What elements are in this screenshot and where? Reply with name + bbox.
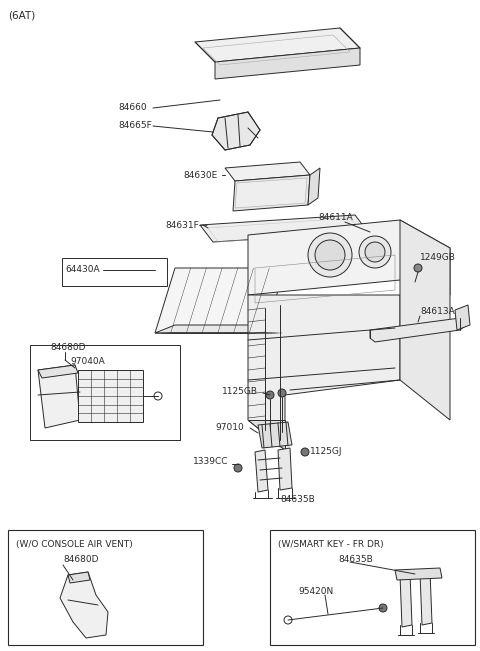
Polygon shape bbox=[212, 112, 260, 150]
Text: 84680D: 84680D bbox=[63, 555, 98, 564]
Text: 84611A: 84611A bbox=[318, 214, 353, 223]
Circle shape bbox=[266, 391, 274, 399]
Text: 84665F: 84665F bbox=[118, 122, 152, 130]
Polygon shape bbox=[233, 175, 310, 211]
Polygon shape bbox=[60, 572, 108, 638]
Bar bbox=[62, 258, 167, 286]
Text: 1125GB: 1125GB bbox=[222, 387, 258, 396]
Polygon shape bbox=[225, 162, 310, 181]
Polygon shape bbox=[395, 568, 442, 580]
Polygon shape bbox=[400, 220, 450, 420]
Polygon shape bbox=[38, 365, 78, 378]
Polygon shape bbox=[235, 178, 307, 208]
Polygon shape bbox=[155, 268, 285, 333]
Text: 84630E: 84630E bbox=[183, 171, 217, 180]
Polygon shape bbox=[420, 571, 432, 625]
Text: 95420N: 95420N bbox=[298, 587, 333, 596]
Text: (W/SMART KEY - FR DR): (W/SMART KEY - FR DR) bbox=[278, 540, 384, 549]
Circle shape bbox=[365, 242, 385, 262]
Text: 84635B: 84635B bbox=[338, 555, 373, 564]
Text: 84635B: 84635B bbox=[280, 495, 315, 505]
Text: 84660: 84660 bbox=[118, 104, 146, 113]
Bar bbox=[8, 530, 203, 645]
Polygon shape bbox=[195, 28, 360, 62]
Text: 97040A: 97040A bbox=[70, 357, 105, 367]
Bar bbox=[30, 345, 180, 440]
Polygon shape bbox=[248, 220, 450, 295]
Circle shape bbox=[315, 240, 345, 270]
Text: 84680D: 84680D bbox=[50, 344, 85, 352]
Bar bbox=[78, 370, 143, 422]
Polygon shape bbox=[38, 365, 80, 428]
Bar bbox=[270, 530, 475, 645]
Text: 1339CC: 1339CC bbox=[193, 458, 228, 467]
Text: 97010: 97010 bbox=[215, 424, 244, 432]
Polygon shape bbox=[200, 215, 368, 242]
Text: 84631F—: 84631F— bbox=[165, 221, 208, 230]
Text: 1249GB: 1249GB bbox=[420, 253, 456, 262]
Polygon shape bbox=[248, 420, 285, 450]
Polygon shape bbox=[258, 422, 292, 448]
Text: (6AT): (6AT) bbox=[8, 11, 35, 21]
Circle shape bbox=[278, 389, 286, 397]
Polygon shape bbox=[455, 305, 470, 330]
Polygon shape bbox=[308, 168, 320, 205]
Text: (W/O CONSOLE AIR VENT): (W/O CONSOLE AIR VENT) bbox=[16, 540, 133, 549]
Circle shape bbox=[234, 464, 242, 472]
Polygon shape bbox=[248, 295, 400, 450]
Circle shape bbox=[359, 236, 391, 268]
Circle shape bbox=[379, 604, 387, 612]
Polygon shape bbox=[215, 48, 360, 79]
Polygon shape bbox=[278, 448, 292, 490]
Text: 1125GJ: 1125GJ bbox=[310, 447, 343, 456]
Polygon shape bbox=[68, 572, 90, 583]
Polygon shape bbox=[400, 573, 412, 627]
Circle shape bbox=[308, 233, 352, 277]
Text: 64430A: 64430A bbox=[65, 266, 100, 275]
Polygon shape bbox=[255, 450, 268, 492]
Text: 84613A: 84613A bbox=[420, 307, 455, 316]
Circle shape bbox=[301, 448, 309, 456]
Polygon shape bbox=[370, 318, 465, 342]
Circle shape bbox=[414, 264, 422, 272]
Polygon shape bbox=[155, 325, 285, 333]
